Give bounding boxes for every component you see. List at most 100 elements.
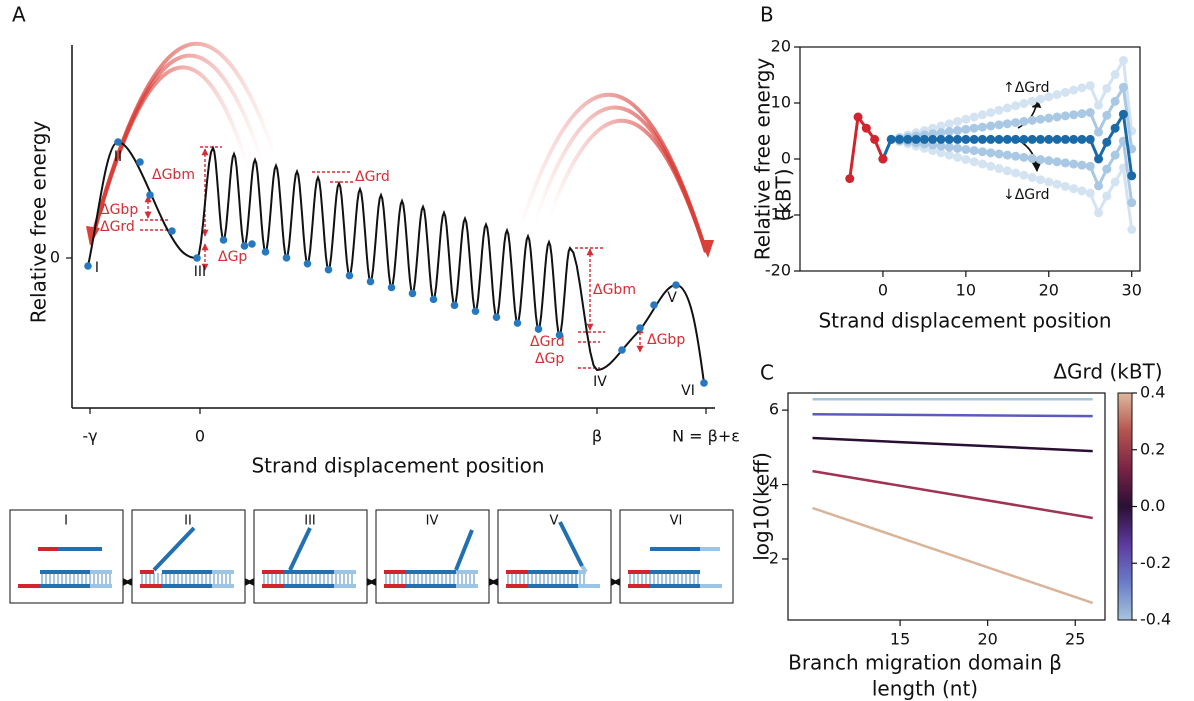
data-point [969,146,979,156]
annotation: ΔGbp [100,202,138,218]
data-point [1094,154,1104,164]
y-tick-label: 10 [771,93,791,112]
data-point [903,134,913,144]
data-point [1094,181,1104,191]
data-point [977,147,987,157]
data-point [1069,110,1079,120]
x-tick-label: β [592,427,602,446]
data-point [1085,188,1095,198]
data-point [953,125,963,135]
data-point [1002,134,1012,144]
data-point [1002,119,1012,129]
data-point [1077,109,1087,119]
data-point [1027,134,1037,144]
data-point [944,150,954,160]
data-point [1019,170,1029,180]
x-tick-label: 10 [956,281,976,300]
data-point [994,134,1004,144]
x-tick-label: 20 [977,630,997,649]
strand [558,521,584,567]
state-dot [471,307,480,316]
data-point [1094,127,1104,137]
data-point [936,134,946,144]
data-point [1002,103,1012,113]
panel-letter: C [760,361,774,385]
data-point [969,112,979,122]
data-point [977,159,987,169]
annotation: ΔGrd [355,169,390,185]
data-point [1027,115,1037,125]
box-label: VI [670,514,683,529]
data-point [919,134,929,144]
data-point [944,119,954,129]
data-point [1069,134,1079,144]
state-dot [84,262,92,270]
data-point [1102,164,1112,174]
data-point [1069,184,1079,194]
box-label: V [550,514,559,529]
y-axis-label: log10(keff) [750,452,774,561]
data-point [1019,134,1029,144]
data-point [886,134,896,144]
data-point [1085,161,1095,171]
data-point [1102,137,1112,147]
transition-arcs [92,41,708,253]
data-point [1044,113,1054,123]
annotation: ΔGp [218,249,247,265]
data-point [911,134,921,144]
data-point [1035,175,1045,185]
annotation: ΔGbm [152,167,195,183]
colorbar-tick-label: 0.4 [1140,383,1165,402]
x-tick-label: -γ [82,427,97,446]
data-point [870,134,880,144]
data-point [1069,85,1079,95]
data-point [961,114,971,124]
data-point [1060,111,1070,121]
data-point [961,155,971,165]
strand [454,529,474,571]
data-point [1110,69,1120,79]
state-dot [618,346,626,354]
x-axis-label: length (nt) [872,677,978,701]
annotation: ↑ΔGrd [1003,80,1050,96]
data-point [1110,123,1120,133]
state-dot [387,283,396,292]
state-label: V [667,290,677,306]
data-point [1127,198,1137,208]
data-point [861,123,871,133]
state-label: IV [593,374,607,390]
data-point [961,144,971,154]
data-point [1102,191,1112,201]
data-point [1044,134,1054,144]
data-point [936,148,946,158]
x-tick-label: N = β+ε [672,427,740,446]
state-dot [136,158,144,166]
data-point [1044,92,1054,102]
data-point [1085,134,1095,144]
data-point [961,124,971,134]
data-point [953,152,963,162]
data-point [994,105,1004,115]
data-point [1019,99,1029,109]
state-dot [168,227,176,235]
state-dot [429,295,438,304]
state-dot [408,289,417,298]
data-point [1002,150,1012,160]
state-dot [248,240,256,248]
state-dot [534,325,543,333]
data-point [1019,116,1029,126]
data-point [1011,134,1021,144]
data-point [969,134,979,144]
strand [580,564,588,574]
data-point [1110,96,1120,106]
colorbar-tick-label: -0.4 [1140,610,1171,629]
data-point [1094,208,1104,218]
colorbar-tick-label: -0.2 [1140,553,1171,572]
data-point [977,134,987,144]
data-point [878,154,888,164]
data-point [1035,134,1045,144]
data-point [1077,134,1087,144]
x-axis-label: Strand displacement position [251,454,544,478]
data-point [1002,166,1012,176]
